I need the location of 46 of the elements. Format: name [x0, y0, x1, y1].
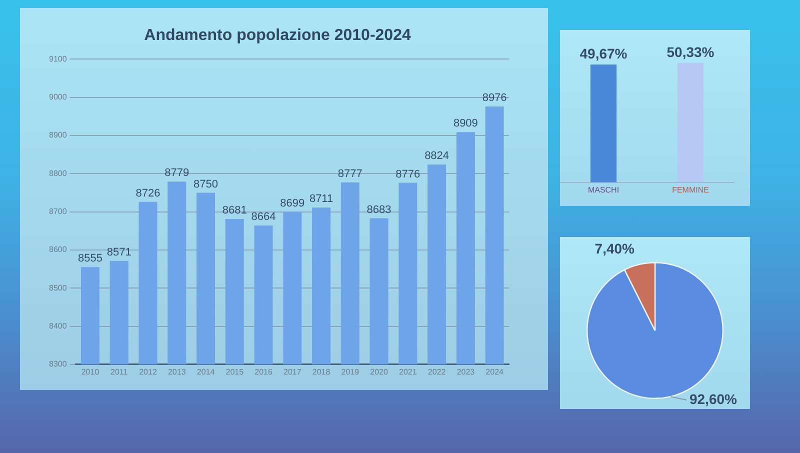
data-label: 8711 [309, 193, 334, 206]
y-tick-label: 9100 [49, 54, 68, 64]
x-tick-label: 2017 [284, 367, 302, 376]
x-tick-label: 2016 [254, 367, 273, 376]
x-tick-label: 2023 [456, 367, 476, 376]
x-tick-label: 2012 [139, 367, 158, 376]
data-label: 8571 [106, 246, 132, 259]
data-label: 8824 [424, 150, 450, 162]
data-label: 8683 [366, 204, 392, 216]
data-label: 7,40% [594, 240, 636, 256]
data-label: 8699 [280, 198, 305, 210]
data-label: 8664 [251, 211, 276, 224]
x-tick-label: 2018 [312, 367, 331, 376]
x-tick-label: FEMMINE [672, 185, 709, 194]
data-label: 8909 [453, 118, 478, 130]
y-tick-label: 8600 [49, 245, 68, 254]
x-tick-label: 2010 [81, 367, 100, 376]
x-tick-label: 2013 [168, 367, 186, 376]
x-tick-label: 2022 [428, 367, 446, 376]
x-tick-label: 2019 [341, 367, 360, 376]
x-tick-label: 2020 [370, 367, 388, 376]
x-tick-label: 2015 [226, 367, 244, 376]
x-tick-label: 2024 [486, 367, 504, 376]
y-tick-label: 8300 [49, 360, 68, 369]
y-tick-label: 9000 [49, 92, 68, 102]
data-label: 50,33% [666, 44, 715, 60]
x-tick-label: 2014 [196, 367, 216, 376]
data-label: 8976 [482, 92, 507, 104]
y-tick-label: 8700 [49, 207, 68, 216]
y-tick-label: 8500 [49, 283, 68, 292]
x-tick-label: 2021 [399, 367, 418, 376]
x-tick-label: 2011 [110, 367, 128, 376]
data-label: 49,67% [580, 45, 628, 62]
data-label: 8726 [136, 187, 160, 200]
x-tick-label: MASCHI [588, 185, 620, 194]
data-label: 92,60% [689, 390, 738, 407]
data-label: 8750 [194, 178, 218, 190]
y-tick-label: 8800 [49, 168, 68, 178]
chart-title: Andamento popolazione 2010-2024 [144, 27, 411, 44]
data-label: 8779 [164, 167, 190, 180]
y-tick-label: 8400 [49, 321, 68, 330]
data-label: 8777 [338, 168, 362, 180]
data-label: 8776 [396, 168, 420, 180]
y-tick-label: 8900 [49, 130, 68, 140]
data-label: 8555 [78, 252, 102, 265]
data-label: 8681 [222, 204, 247, 217]
